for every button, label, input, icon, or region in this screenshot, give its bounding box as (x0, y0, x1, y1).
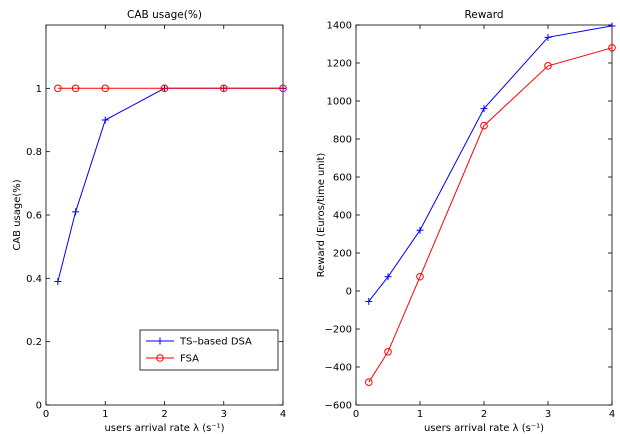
y-tick-label: 0.2 (26, 337, 42, 348)
x-tick-label: 2 (161, 409, 167, 420)
legend-item: TS–based DSA (146, 337, 252, 348)
series-fsa (365, 44, 616, 387)
data-point-plus (384, 273, 392, 281)
series-line (368, 47, 613, 383)
legend-label: FSA (180, 354, 199, 365)
data-point-plus (544, 33, 552, 41)
y-tick-label: 400 (333, 211, 352, 222)
chart-title: Reward (464, 9, 503, 21)
y-tick-label: 600 (333, 173, 352, 184)
data-point-circle (279, 84, 287, 93)
legend-marker (156, 354, 164, 362)
y-tick-label: 0.4 (26, 274, 42, 285)
data-point-circle (160, 84, 169, 93)
data-point-circle (384, 348, 392, 356)
y-tick-label: −600 (325, 401, 352, 412)
x-tick-label: 3 (545, 409, 551, 420)
y-tick-label: 1 (36, 84, 42, 95)
data-point-circle (54, 84, 62, 93)
y-tick-label: 0 (36, 401, 42, 412)
legend-box (139, 329, 279, 371)
x-tick-label: 2 (481, 409, 487, 420)
series-line (368, 25, 613, 302)
chart-reward: 0 1 2 3 4 −600 −400 −200 0 200 400 600 800 1000 1200 14… (316, 9, 616, 434)
chart-cab-usage: 0 1 2 3 4 0 0.2 0.4 0.6 0.8 1 CAB usage(%) users arr… (12, 9, 287, 434)
y-tick-label: 800 (333, 135, 352, 146)
data-point-plus (480, 105, 488, 113)
data-point-circle (365, 378, 373, 387)
plot-area (355, 24, 613, 406)
data-point-circle (480, 121, 488, 130)
data-point-circle (219, 84, 228, 93)
legend-label: TS–based DSA (179, 337, 252, 348)
y-axis-label: CAB usage(%) (12, 179, 23, 250)
chart-title: CAB usage(%) (127, 9, 202, 21)
y-tick-label: 0.6 (26, 211, 42, 222)
y-tick-label: 1200 (327, 59, 352, 70)
y-tick-label: 0.8 (26, 147, 42, 158)
data-point-circle (544, 62, 552, 70)
x-tick-label: 1 (417, 409, 423, 420)
data-point-plus (72, 208, 80, 216)
y-tick-label: −400 (325, 363, 352, 374)
data-point-circle (71, 84, 80, 93)
x-axis-label: users arrival rate λ (s⁻¹) (104, 423, 224, 434)
x-tick-label: 0 (353, 409, 359, 420)
data-point-circle (101, 84, 110, 93)
legend: TS–based DSA FSA (139, 329, 279, 371)
y-tick-label: 0 (346, 287, 352, 298)
data-point-circle (608, 44, 616, 52)
x-tick-label: 4 (609, 409, 615, 420)
y-tick-label: 1400 (327, 21, 352, 32)
x-tick-label: 4 (280, 409, 286, 420)
x-tick-label: 1 (102, 409, 108, 420)
series-fsa (54, 84, 287, 93)
data-point-plus (101, 116, 109, 124)
y-tick-label: 1000 (327, 97, 352, 108)
y-tick-label: 200 (333, 249, 352, 260)
legend-item: FSA (146, 354, 199, 365)
series-ts-based-dsa (365, 22, 616, 305)
data-point-plus (608, 22, 616, 30)
data-point-plus (365, 297, 373, 305)
x-tick-label: 3 (221, 409, 227, 420)
y-axis-label: Reward (Euros/time unit) (316, 153, 327, 278)
x-axis-label: users arrival rate λ (s⁻¹) (424, 423, 544, 434)
data-point-plus (416, 226, 424, 234)
y-tick-label: −200 (325, 325, 352, 336)
data-point-plus (54, 278, 62, 285)
data-point-circle (416, 272, 424, 281)
x-tick-label: 0 (43, 409, 49, 420)
